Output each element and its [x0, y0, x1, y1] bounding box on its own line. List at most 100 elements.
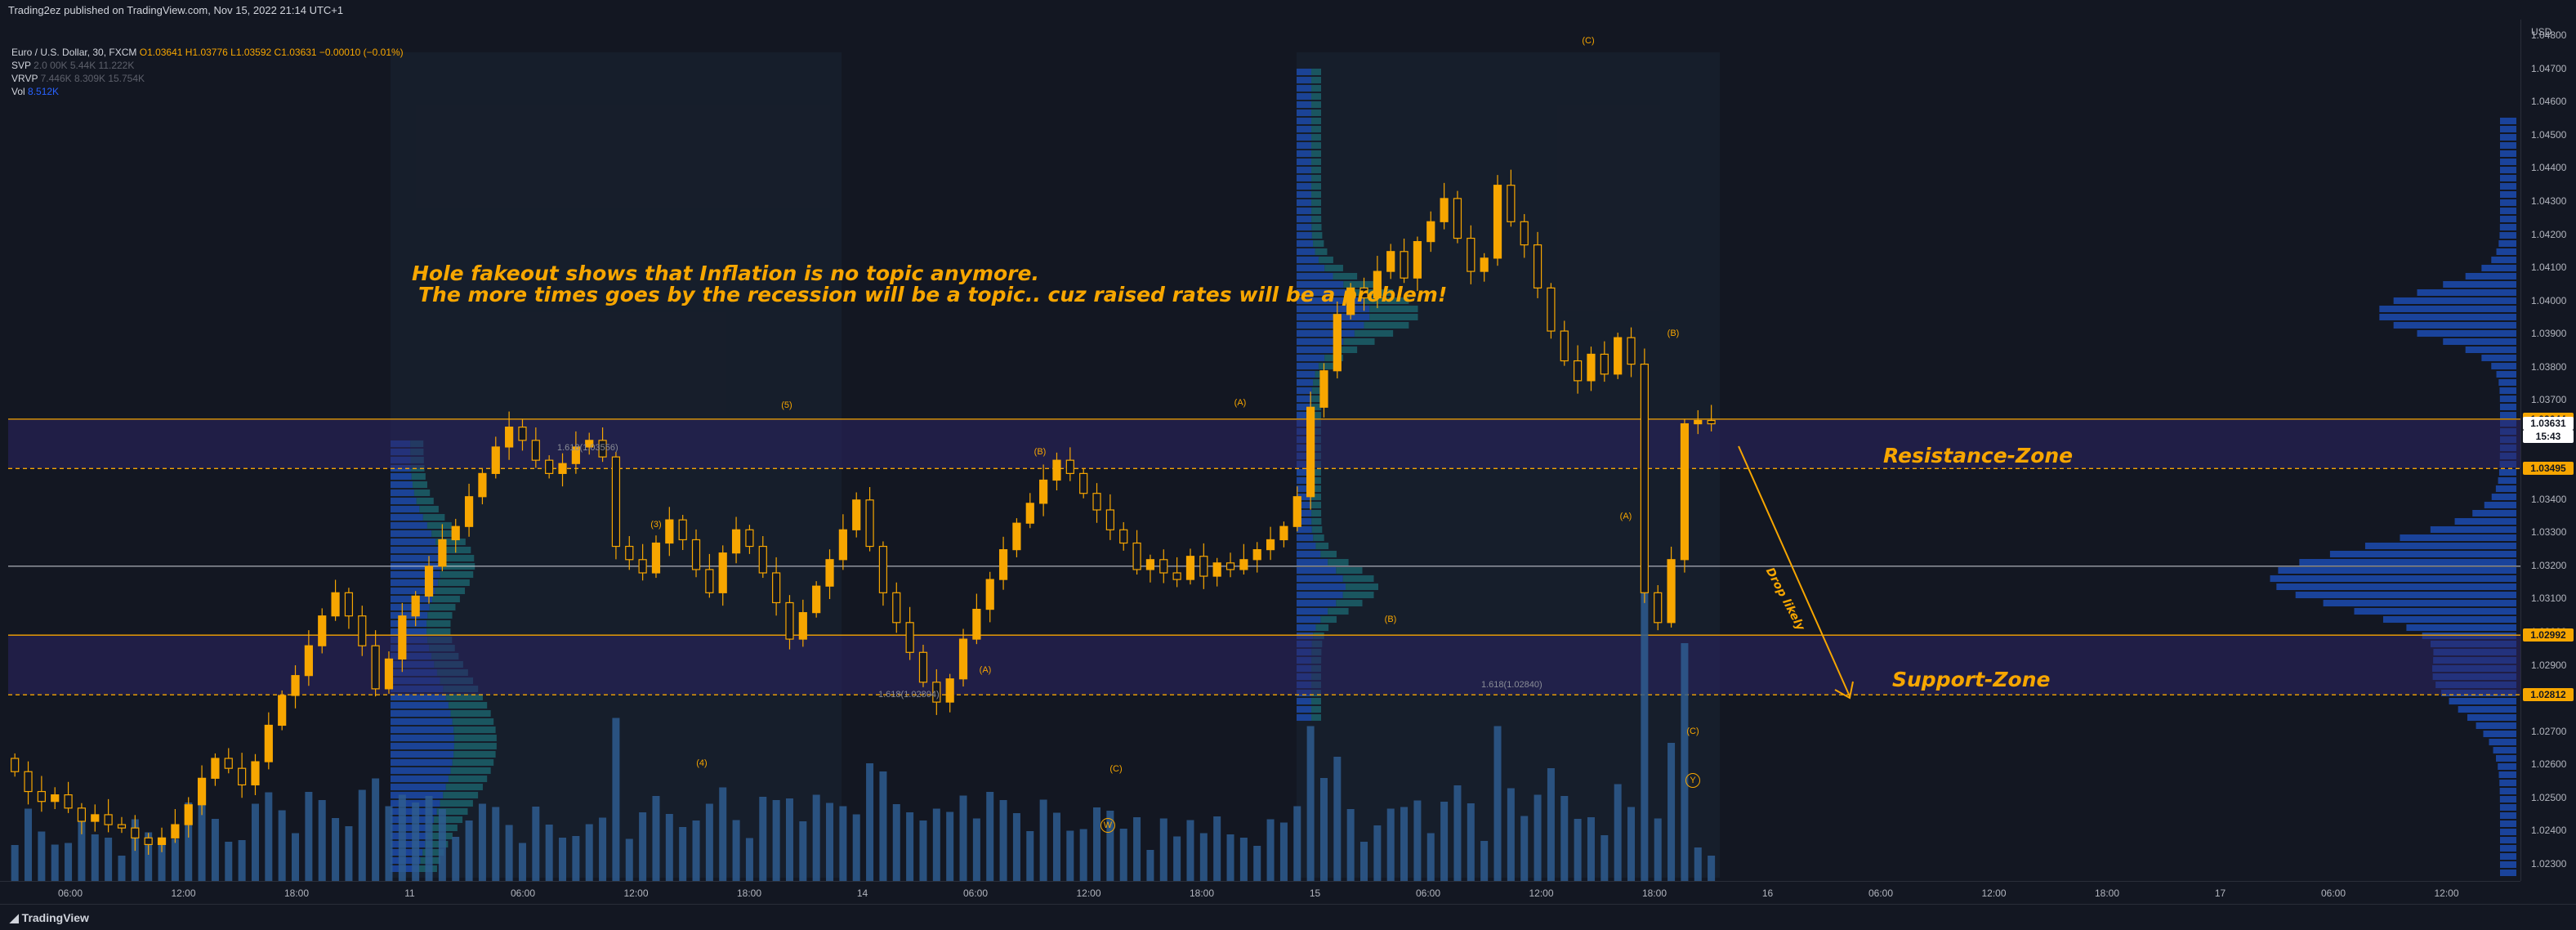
profile-bar-visible-range — [2500, 167, 2516, 173]
profile-bar-right — [1297, 93, 1311, 100]
wave-label[interactable]: (B) — [1034, 447, 1047, 457]
price-tick: 1.04600 — [2531, 96, 2567, 108]
profile-bar-right — [1346, 583, 1378, 590]
profile-bar-left — [391, 759, 453, 766]
candle-body — [772, 572, 781, 604]
time-tick: 18:00 — [1641, 888, 1667, 899]
profile-bar-left — [452, 718, 494, 725]
candle-body — [745, 529, 754, 548]
volume-bar — [265, 792, 273, 881]
profile-bar-right — [1311, 175, 1322, 181]
wave-label[interactable]: (5) — [781, 400, 792, 410]
volume-bar — [772, 800, 780, 881]
wave-label-circled[interactable]: Y — [1685, 773, 1700, 788]
chart-canvas[interactable] — [0, 20, 2520, 881]
candle-body — [998, 549, 1008, 580]
wave-label[interactable]: (C) — [1582, 36, 1595, 46]
volume-bar — [1253, 846, 1261, 881]
wave-label[interactable]: (A) — [979, 665, 992, 675]
volume-bar — [1306, 726, 1315, 881]
volume-bar — [972, 818, 980, 881]
fib-label[interactable]: 1.618(1.02804) — [878, 690, 940, 700]
volume-bar — [906, 812, 914, 881]
profile-bar-visible-range — [2498, 763, 2516, 770]
candle-body — [51, 794, 60, 803]
support-zone-label[interactable]: Support-Zone — [1892, 668, 2051, 691]
profile-bar-right — [1297, 159, 1311, 165]
ohlc-values: O1.03641 H1.03776 L1.03592 C1.03631 −0.0… — [139, 47, 404, 58]
svp-values: 2.0 00K 5.44K 11.222K — [33, 60, 135, 71]
candle-body — [531, 440, 540, 461]
volume-bar — [1012, 813, 1020, 881]
profile-bar-right — [1320, 551, 1337, 557]
wave-label[interactable]: (3) — [650, 520, 662, 530]
profile-bar-left — [391, 694, 446, 700]
profile-bar-right — [1297, 502, 1312, 508]
fib-label[interactable]: 1.618(1.02840) — [1481, 680, 1542, 690]
candle-body — [1627, 337, 1636, 365]
profile-bar-right — [1297, 322, 1364, 329]
profile-bar-right — [1297, 265, 1325, 271]
profile-bar-left — [448, 776, 488, 782]
profile-bar-visible-range — [2498, 240, 2516, 247]
wave-label-circled[interactable]: W — [1100, 818, 1115, 833]
profile-bar-visible-range — [2454, 518, 2516, 525]
volume-bar — [105, 838, 113, 881]
wave-label[interactable]: (C) — [1686, 727, 1699, 736]
volume-bar — [1186, 820, 1194, 881]
wave-label[interactable]: (B) — [1384, 615, 1397, 624]
profile-bar-visible-range — [2491, 494, 2516, 500]
volume-bar — [478, 803, 486, 881]
resistance-zone-label[interactable]: Resistance-Zone — [1883, 444, 2074, 467]
candle-body — [398, 615, 407, 659]
profile-bar-visible-range — [2276, 583, 2516, 590]
candle-body — [1440, 198, 1449, 222]
profile-bar-left — [440, 800, 473, 807]
fib-label[interactable]: 1.618(1.03556) — [557, 443, 618, 453]
profile-bar-right — [1297, 559, 1328, 566]
time-tick: 18:00 — [283, 888, 310, 899]
annotation-headline-1[interactable]: Hole fakeout shows that Inflation is no … — [412, 262, 1039, 285]
time-axis[interactable]: 06:00 12:00 18:00 11 06:00 12:00 18:00 14 06:00 1… — [0, 881, 2520, 905]
profile-bar-visible-range — [2499, 780, 2516, 786]
candle-body — [705, 569, 714, 593]
chart-pane[interactable]: Euro / U.S. Dollar, 30, FXCM O1.03641 H1… — [0, 20, 2520, 881]
wave-label[interactable]: (B) — [1667, 329, 1680, 338]
wave-label[interactable]: (A) — [1234, 398, 1247, 408]
candle-body — [1574, 360, 1583, 382]
profile-bar-right — [1297, 208, 1312, 214]
profile-bar-right — [1297, 363, 1319, 369]
volume-bar — [799, 821, 807, 881]
profile-bar-left — [443, 792, 479, 798]
profile-bar-right — [1311, 387, 1323, 394]
volume-bar — [1360, 842, 1368, 881]
annotation-headline-2[interactable]: The more times goes by the recession wil… — [418, 283, 1448, 306]
svp-label[interactable]: SVP — [11, 60, 31, 71]
price-axis[interactable]: USD 1.04800 1.04700 1.04600 1.04500 1.04400 1… — [2520, 20, 2576, 881]
volume-bar — [145, 832, 153, 881]
vrvp-label[interactable]: VRVP — [11, 73, 38, 84]
profile-bar-right — [1311, 526, 1323, 533]
candle-body — [758, 545, 767, 574]
candle-body — [1012, 522, 1021, 551]
candle-body — [1025, 503, 1034, 524]
volume-bar — [1493, 726, 1502, 881]
tradingview-logo[interactable]: ◢ TradingView — [10, 911, 89, 925]
volume-bar — [332, 818, 340, 881]
time-tick: 12:00 — [1529, 888, 1554, 899]
candle-body — [1266, 539, 1275, 551]
profile-bar-left — [391, 490, 414, 496]
wave-label[interactable]: (C) — [1109, 764, 1123, 774]
profile-bar-left — [391, 481, 413, 488]
volume-bar — [398, 794, 406, 881]
vol-label[interactable]: Vol — [11, 86, 25, 97]
chart-legend: Euro / U.S. Dollar, 30, FXCM O1.03641 H1… — [11, 46, 404, 98]
volume-bar — [1708, 856, 1716, 881]
symbol-title[interactable]: Euro / U.S. Dollar, 30, FXCM — [11, 47, 137, 58]
profile-bar-right — [1297, 101, 1311, 108]
wave-label[interactable]: (4) — [696, 758, 708, 768]
profile-bar-left — [391, 776, 449, 782]
time-tick: 16 — [1761, 888, 1774, 899]
candle-body — [1145, 559, 1155, 570]
wave-label[interactable]: (A) — [1619, 512, 1632, 521]
